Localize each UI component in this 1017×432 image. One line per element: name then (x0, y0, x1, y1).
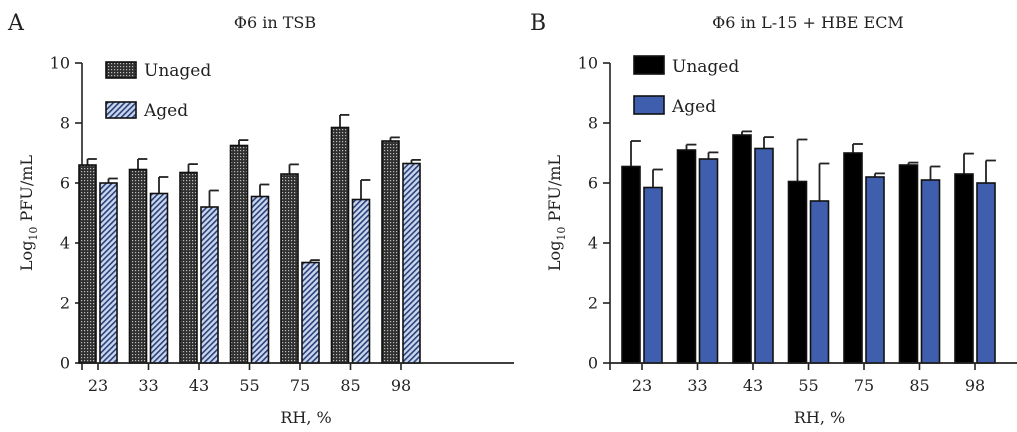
legend-label-unaged: Unaged (672, 57, 739, 77)
y-tick-label: 8 (588, 114, 598, 133)
bar-unaged-43 (179, 171, 198, 364)
panel-letter: B (530, 11, 546, 36)
chart-title: Φ6 in L-15 + HBE ECM (712, 13, 904, 32)
bar-unaged-55 (787, 180, 808, 364)
y-tick-label: 0 (588, 354, 598, 373)
legend-label-aged: Aged (671, 97, 716, 117)
bar-unaged-23 (78, 164, 97, 364)
y-tick-label: 10 (578, 54, 598, 73)
x-tick-label: 33 (138, 376, 158, 395)
bar-unaged-55 (229, 144, 249, 364)
y-tick-label: 0 (60, 354, 70, 373)
bar-aged-75 (865, 176, 885, 364)
x-tick-label: 43 (743, 376, 763, 395)
bar-aged-33 (698, 158, 719, 364)
x-axis-label: RH, % (280, 408, 331, 427)
bar-unaged-85 (898, 164, 919, 364)
panel-a: A Φ6 in TSB 0 2 4 6 8 10 Log10 PFU/mL RH, % 23 33 43… (7, 11, 514, 427)
bar-unaged-33 (676, 149, 697, 364)
bar-aged-43 (200, 206, 219, 364)
x-tick-label: 85 (340, 376, 360, 395)
y-tick-label: 6 (588, 174, 598, 193)
bar-aged-98 (402, 162, 421, 364)
y-tick-label: 10 (50, 54, 70, 73)
y-tick-label: 2 (588, 294, 598, 313)
y-tick-label: 2 (60, 294, 70, 313)
chart-title: Φ6 in TSB (234, 13, 316, 32)
x-tick-label: 43 (189, 376, 209, 395)
panel-b: B Φ6 in L-15 + HBE ECM 0 2 4 6 8 10 Log10 PFU/mL… (530, 11, 1017, 427)
x-tick-label: 23 (88, 376, 108, 395)
bar-aged-43 (754, 147, 774, 364)
y-tick-label: 8 (60, 114, 70, 133)
bar-unaged-98 (381, 140, 400, 364)
legend-label-unaged: Unaged (144, 61, 211, 81)
legend-swatch-aged (105, 101, 137, 119)
bar-aged-33 (149, 192, 169, 364)
bar-aged-23 (643, 186, 663, 364)
x-tick-label: 85 (909, 376, 929, 395)
bar-aged-75 (301, 261, 320, 364)
bar-unaged-23 (621, 165, 641, 364)
y-tick-label: 6 (60, 174, 70, 193)
bar-unaged-85 (330, 126, 350, 364)
x-axis-label: RH, % (794, 408, 845, 427)
x-tick-label: 23 (632, 376, 652, 395)
bar-unaged-75 (280, 173, 299, 364)
x-tick-label: 33 (687, 376, 707, 395)
bar-unaged-75 (843, 152, 863, 364)
bar-unaged-98 (954, 173, 974, 364)
x-tick-label: 75 (290, 376, 310, 395)
bar-aged-85 (351, 198, 371, 364)
y-tick-label: 4 (588, 234, 598, 253)
bar-unaged-43 (732, 134, 752, 364)
panel-letter: A (7, 11, 25, 36)
x-tick-label: 98 (391, 376, 411, 395)
bar-aged-55 (250, 195, 270, 364)
y-axis-label: Log10 PFU/mL (545, 155, 568, 272)
legend-swatch-unaged (105, 61, 137, 79)
y-axis-label: Log10 PFU/mL (17, 155, 40, 272)
bar-aged-85 (920, 179, 941, 364)
bar-aged-23 (99, 182, 118, 364)
bar-unaged-33 (128, 168, 148, 364)
x-tick-label: 55 (798, 376, 818, 395)
legend-label-aged: Aged (143, 101, 188, 121)
bar-aged-55 (809, 200, 830, 364)
y-tick-label: 4 (60, 234, 70, 253)
x-tick-label: 75 (854, 376, 874, 395)
x-tick-label: 98 (965, 376, 985, 395)
x-tick-label: 55 (239, 376, 259, 395)
bar-aged-98 (976, 182, 996, 364)
legend-swatch-unaged (633, 55, 665, 75)
legend-swatch-aged (633, 95, 665, 115)
